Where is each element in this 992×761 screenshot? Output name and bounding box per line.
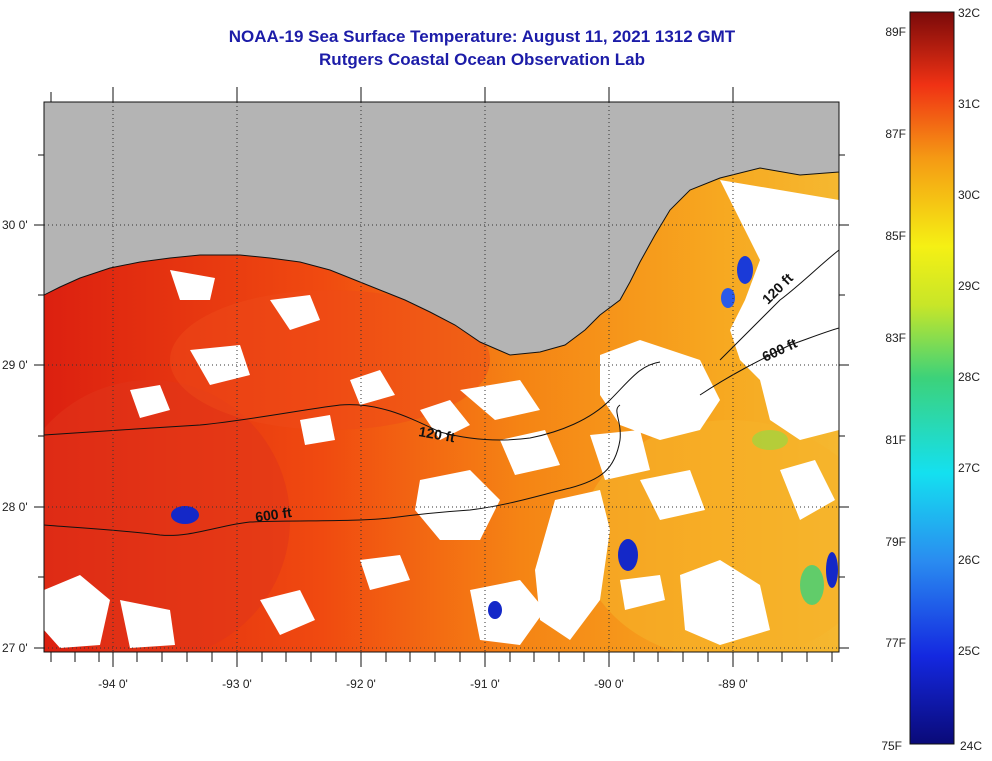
contour-label-120ft-west: 120 ft [417,423,456,445]
colorbar-celsius-label: 30C [958,188,980,202]
contour-120ft-west [44,361,661,441]
colorbar-fahrenheit-label: 83F [885,331,906,345]
map-subtitle: Rutgers Coastal Ocean Observation Lab [319,50,645,69]
colorbar-celsius-label: 26C [958,553,980,567]
land-mass [44,102,839,356]
colorbar-fahrenheit-label: 89F [885,25,906,39]
colorbar-fahrenheit-label: 79F [885,535,906,549]
lon-label: -93 0' [222,677,252,691]
lat-label: 29 0' [2,358,28,372]
colorbar-fahrenheit-label: 77F [885,636,906,650]
colorbar-celsius-label: 27C [958,461,980,475]
contour-600ft-east [699,327,839,396]
colorbar-fahrenheit-label: 81F [885,433,906,447]
colorbar-celsius-label: 28C [958,370,980,384]
lat-label: 27 0' [2,641,28,655]
colorbar-fahrenheit-label: 87F [885,127,906,141]
lon-label: -92 0' [346,677,376,691]
colorbar-fahrenheit-label: 85F [885,229,906,243]
lon-label: -90 0' [594,677,624,691]
lat-label: 30 0' [2,218,28,232]
colorbar-celsius-label: 24C [960,739,982,753]
colorbar-celsius-label: 25C [958,644,980,658]
contour-label-600ft-west: 600 ft [254,504,293,525]
lon-label: -91 0' [470,677,500,691]
colorbar-celsius-label: 32C [958,6,980,20]
contour-600ft-west [44,404,621,536]
map-title: NOAA-19 Sea Surface Temperature: August … [228,27,736,46]
contour-120ft-east [719,249,839,361]
cloud-mask [44,180,839,648]
colorbar-celsius-label: 31C [958,97,980,111]
colorbar-celsius-label: 29C [958,279,980,293]
map-frame [43,101,840,653]
colorbar [909,11,955,745]
colorbar-fahrenheit-label: 75F [881,739,902,753]
lon-label: -89 0' [718,677,748,691]
graticule [44,102,839,652]
lat-label: 28 0' [2,500,28,514]
lon-label: -94 0' [98,677,128,691]
cold-upwelling [171,256,838,619]
axis-ticks [34,87,849,667]
